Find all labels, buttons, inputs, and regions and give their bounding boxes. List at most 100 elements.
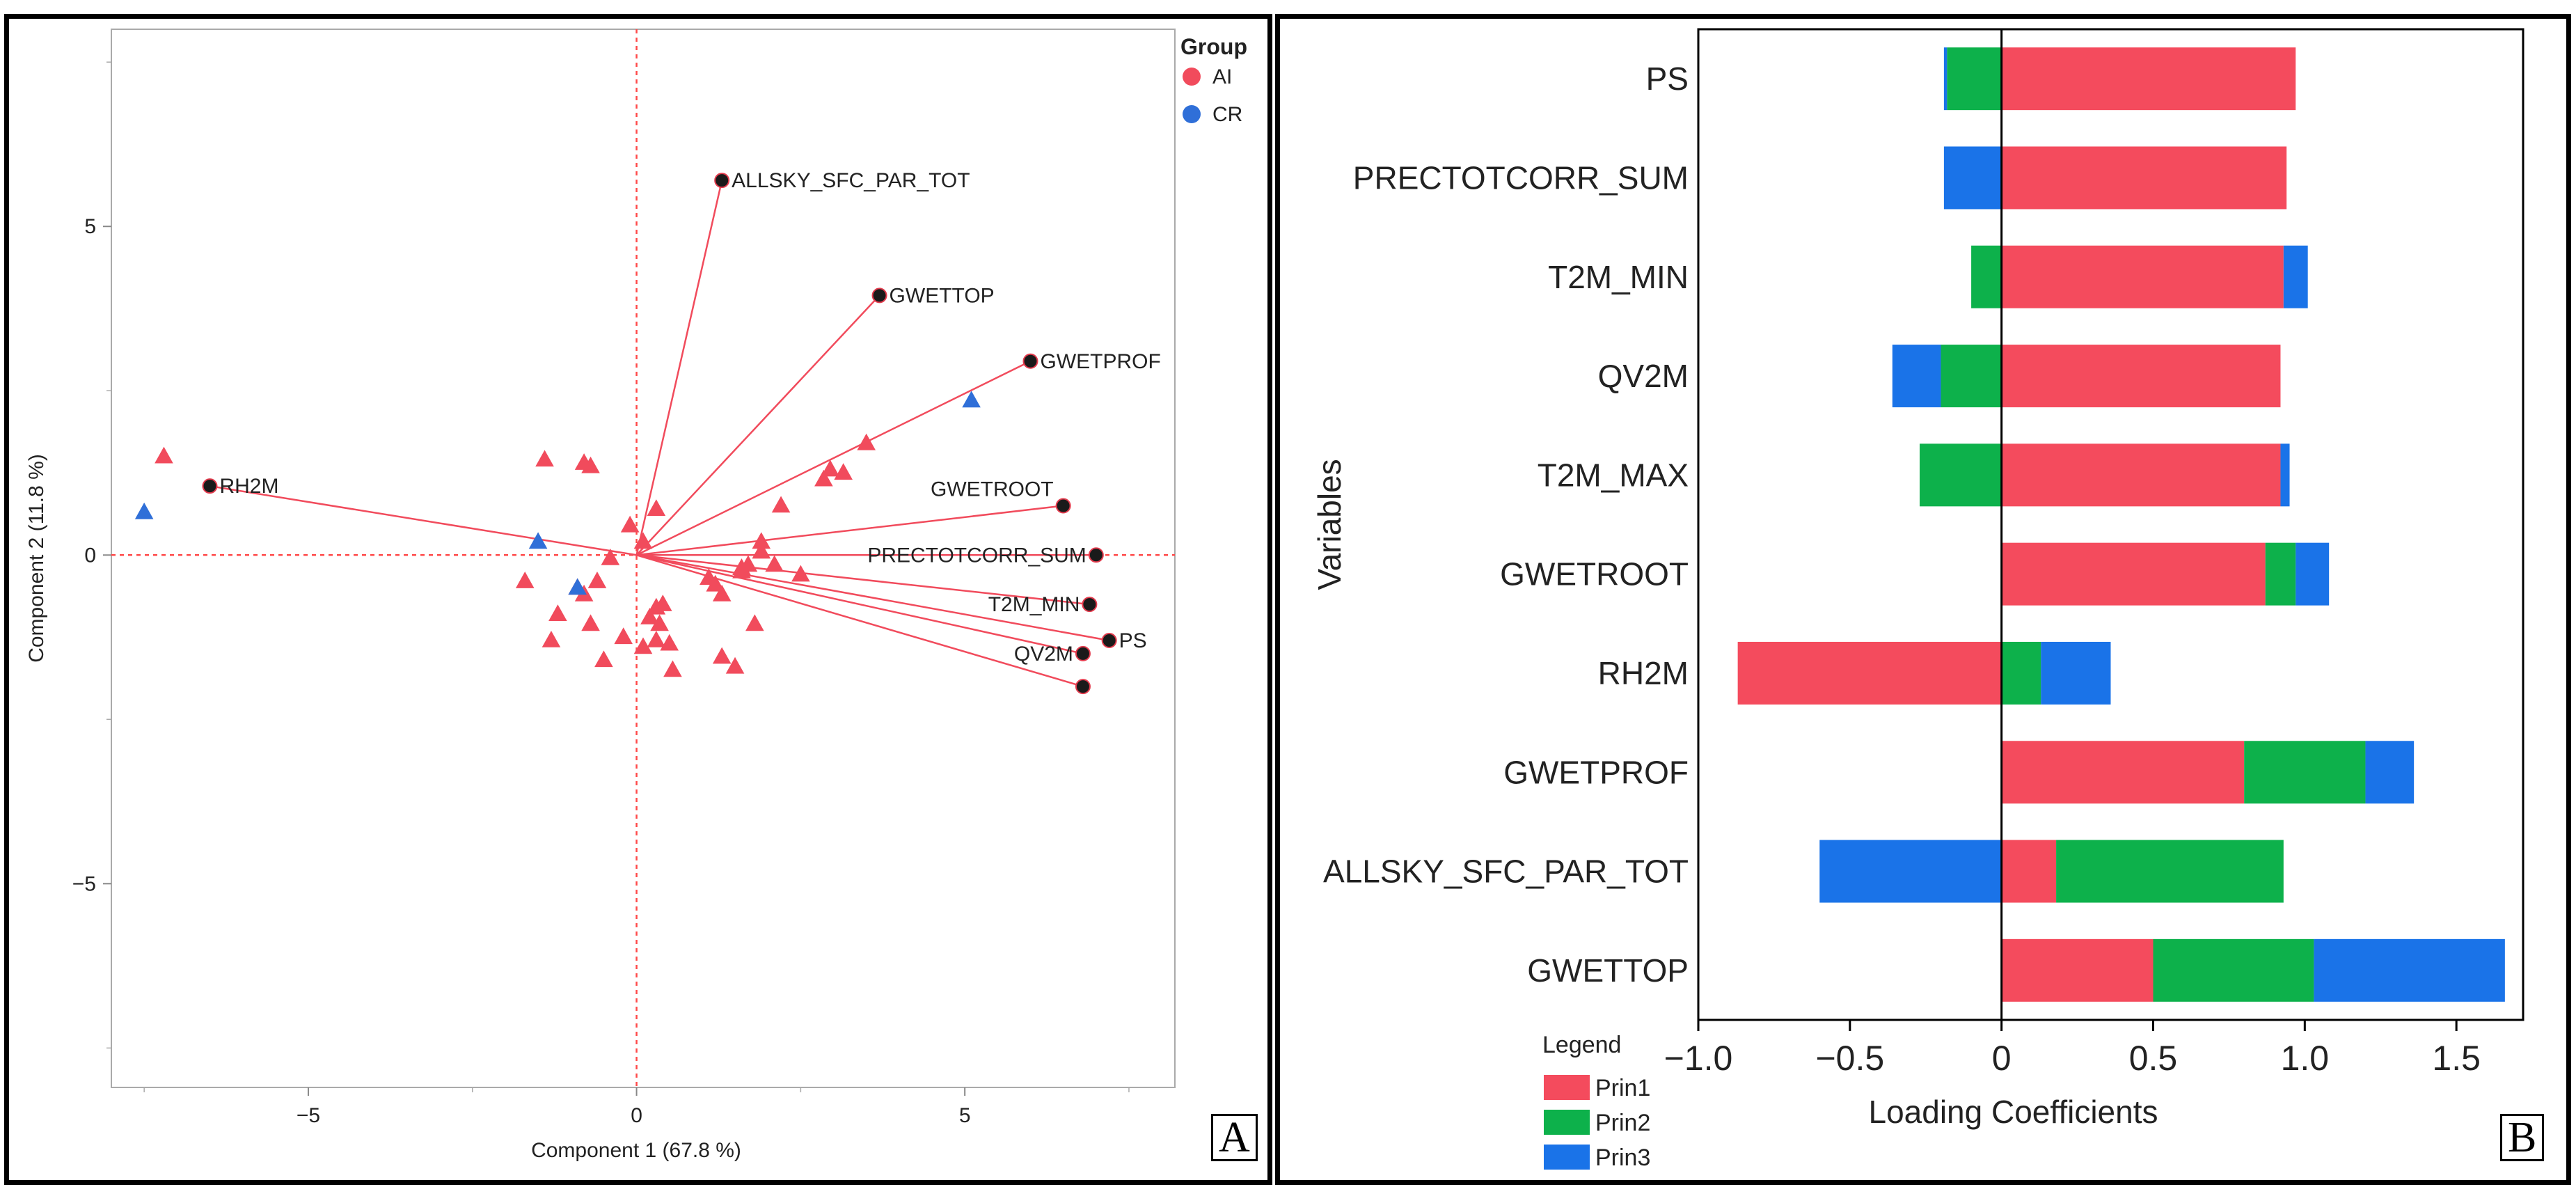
loading-label: QV2M xyxy=(1014,643,1073,666)
loading-label: GWETROOT xyxy=(931,478,1054,501)
loading-label: PS xyxy=(1119,629,1147,652)
ai-point xyxy=(614,627,633,645)
legend-swatch xyxy=(1544,1110,1590,1135)
bar-prin3 xyxy=(2365,741,2415,804)
loading-endpoint xyxy=(714,173,730,189)
ai-point xyxy=(771,496,791,513)
ai-point xyxy=(745,614,764,631)
x-tick-label: −1.0 xyxy=(1664,1039,1733,1078)
ai-point xyxy=(660,634,679,651)
ai-point xyxy=(752,542,771,559)
x-axis-label: Component 1 (67.8 %) xyxy=(531,1139,741,1162)
bar-prin1 xyxy=(2001,345,2281,408)
ai-point xyxy=(647,499,666,516)
plot-area xyxy=(111,29,1176,1088)
legend-title: Legend xyxy=(1542,1032,1621,1058)
ai-point xyxy=(647,631,666,647)
x-axis-label: Loading Coefficients xyxy=(1869,1094,2158,1130)
bar-prin3 xyxy=(2296,542,2330,606)
category-label: QV2M xyxy=(1598,358,1689,394)
loading-vector xyxy=(210,485,637,556)
bar-prin1 xyxy=(2001,542,2266,606)
ai-point xyxy=(752,532,771,549)
legend-marker xyxy=(1183,68,1201,86)
x-tick-label: 0 xyxy=(1992,1039,2012,1078)
loading-endpoint xyxy=(1022,353,1038,369)
category-label: GWETTOP xyxy=(1527,952,1689,989)
bar-prin3 xyxy=(1943,146,2002,210)
bar-prin1 xyxy=(2001,938,2154,1002)
ai-point xyxy=(834,463,853,480)
bar-prin3 xyxy=(2280,443,2290,507)
category-label: T2M_MIN xyxy=(1548,259,1689,295)
ai-point xyxy=(653,595,672,611)
loading-endpoint xyxy=(1075,679,1091,695)
loading-endpoint xyxy=(1075,645,1091,661)
x-tick-label: −0.5 xyxy=(1815,1039,1884,1078)
bar-prin1 xyxy=(2001,245,2284,308)
category-label: T2M_MAX xyxy=(1538,457,1689,493)
x-tick-label: 1.5 xyxy=(2432,1039,2481,1078)
bar-prin1 xyxy=(2001,146,2287,210)
ai-point xyxy=(765,555,784,572)
legend-swatch xyxy=(1544,1075,1590,1100)
legend-title: Group xyxy=(1180,34,1247,59)
bar-prin2 xyxy=(2056,840,2284,903)
loading-label: GWETTOP xyxy=(890,284,995,307)
bar-prin3 xyxy=(2041,641,2111,705)
x-tick-label: −5 xyxy=(297,1104,320,1127)
bar-prin3 xyxy=(1892,345,1941,408)
bar-prin1 xyxy=(2001,741,2245,804)
loading-vector xyxy=(636,505,1064,556)
ai-point xyxy=(663,660,682,677)
x-tick-label: 1.0 xyxy=(2281,1039,2330,1078)
ai-point xyxy=(155,446,173,464)
loading-endpoint xyxy=(1055,498,1071,514)
bar-prin3 xyxy=(2314,938,2505,1002)
panel-a-frame xyxy=(4,14,1272,1185)
bar-prin2 xyxy=(2265,542,2296,606)
loading-endpoint xyxy=(1088,547,1104,563)
bar-prin2 xyxy=(2001,641,2041,705)
category-label: GWETROOT xyxy=(1500,556,1689,592)
ai-point xyxy=(535,450,554,467)
y-tick-label: 5 xyxy=(84,215,96,238)
y-tick-label: −5 xyxy=(72,872,96,895)
y-tick-label: 0 xyxy=(84,544,96,567)
legend-marker xyxy=(1183,105,1201,123)
y-axis-label: Component 2 (11.8 %) xyxy=(25,454,48,663)
legend-entry: Prin2 xyxy=(1595,1110,1650,1136)
bar-prin1 xyxy=(2001,443,2281,507)
category-label: RH2M xyxy=(1598,655,1689,691)
loading-label: GWETPROF xyxy=(1040,350,1160,373)
bar-prin2 xyxy=(1920,443,2002,507)
ai-point xyxy=(821,459,840,477)
ai-point xyxy=(633,637,653,654)
loading-endpoint xyxy=(202,478,218,494)
category-label: PRECTOTCORR_SUM xyxy=(1353,159,1689,196)
legend-entry: Prin1 xyxy=(1595,1075,1650,1101)
bar-prin3 xyxy=(1819,840,2002,903)
category-label: GWETPROF xyxy=(1503,754,1689,790)
bar-prin2 xyxy=(2153,938,2314,1002)
bar-prin3 xyxy=(1943,47,1947,111)
ai-point xyxy=(725,656,745,674)
loading-vector xyxy=(636,554,1109,642)
loading-label: ALLSKY_SFC_PAR_TOT xyxy=(732,169,970,192)
ai-point xyxy=(814,469,833,487)
loading-vector xyxy=(636,360,1032,556)
ai-point xyxy=(791,565,810,582)
bar-prin2 xyxy=(2244,741,2366,804)
ai-point xyxy=(515,572,535,588)
bar-prin1 xyxy=(1737,641,2002,705)
y-axis-label: Variables xyxy=(1311,459,1348,590)
bar-prin2 xyxy=(1941,345,2002,408)
ai-point xyxy=(712,647,732,664)
ai-point xyxy=(633,532,653,549)
loading-vector xyxy=(635,180,723,556)
x-tick-label: 5 xyxy=(959,1104,971,1127)
ai-point xyxy=(732,558,751,575)
ai-point xyxy=(712,584,732,602)
